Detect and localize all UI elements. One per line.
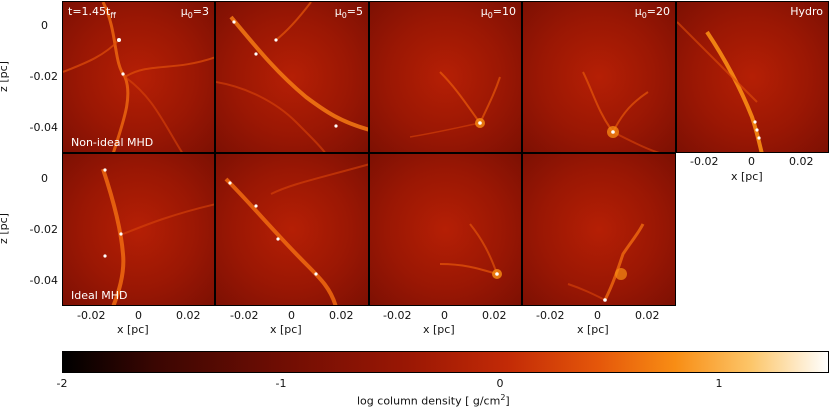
x-tick: 0 — [594, 309, 601, 322]
z-tick: -0.04 — [29, 121, 58, 134]
panel-nonideal-mu10: μ0=10 — [369, 1, 522, 153]
filament-map — [101, 168, 214, 305]
row-label-ideal: Ideal MHD — [71, 289, 128, 302]
x-tick: 0 — [135, 309, 142, 322]
mu-label: μ0=3 — [180, 5, 209, 21]
mu-label: μ0=5 — [334, 5, 363, 21]
panel-ideal-mu20 — [522, 153, 676, 306]
x-axis-label: x [pc] — [117, 323, 149, 336]
filament-map — [216, 2, 368, 152]
x-tick: 0 — [748, 155, 755, 168]
z-tick: -0.02 — [29, 223, 58, 236]
filament-map — [224, 163, 368, 305]
panel-ideal-mu3: Ideal MHD — [62, 153, 215, 306]
z-tick: -0.04 — [29, 274, 58, 287]
z-tick: 0 — [41, 19, 48, 32]
colorbar — [62, 351, 829, 373]
hydro-label: Hydro — [790, 5, 823, 18]
mu-label: μ0=10 — [480, 5, 516, 21]
x-tick: 0 — [441, 309, 448, 322]
x-axis-label: x [pc] — [577, 323, 609, 336]
filament-map — [409, 71, 501, 138]
panel-ideal-mu5 — [215, 153, 369, 306]
colorbar-tick: -1 — [275, 377, 287, 390]
x-tick: 0.02 — [482, 309, 507, 322]
panel-nonideal-mu5: μ0=5 — [215, 1, 369, 153]
colorbar-tick: 1 — [715, 377, 723, 390]
colorbar-tick: -2 — [56, 377, 68, 390]
panel-nonideal-mu3: t=1.45tff μ0=3 Non-ideal MHD — [62, 1, 215, 153]
x-axis-label: x [pc] — [731, 170, 763, 183]
filament-map — [677, 21, 764, 152]
mu-label: μ0=20 — [634, 5, 670, 21]
x-tick: 0.02 — [635, 309, 660, 322]
x-tick: -0.02 — [77, 309, 106, 322]
x-axis-label: x [pc] — [423, 323, 455, 336]
filament-map — [439, 223, 502, 279]
z-axis-label-top: z [pc] — [0, 61, 10, 92]
z-tick: -0.02 — [29, 70, 58, 83]
z-tick: 0 — [41, 172, 48, 185]
filament-map — [63, 2, 214, 152]
filament-map — [567, 223, 645, 302]
x-tick: -0.02 — [690, 155, 719, 168]
panel-ideal-mu10 — [369, 153, 522, 306]
x-axis-label: x [pc] — [270, 323, 302, 336]
x-tick: 0 — [288, 309, 295, 322]
colorbar-label: log column density [ g/cm2] — [357, 393, 510, 408]
x-tick: -0.02 — [230, 309, 259, 322]
panel-hydro: Hydro — [676, 1, 829, 153]
time-label: t=1.45tff — [68, 5, 116, 21]
x-tick: 0.02 — [329, 309, 354, 322]
row-label-nonideal: Non-ideal MHD — [71, 136, 154, 149]
x-tick: -0.02 — [536, 309, 565, 322]
x-tick: 0.02 — [176, 309, 201, 322]
x-tick: 0.02 — [789, 155, 814, 168]
x-tick: -0.02 — [383, 309, 412, 322]
z-axis-label-bottom: z [pc] — [0, 213, 10, 244]
panel-nonideal-mu20: μ0=20 — [522, 1, 676, 153]
filament-map — [582, 71, 660, 152]
colorbar-tick: 0 — [496, 377, 504, 390]
